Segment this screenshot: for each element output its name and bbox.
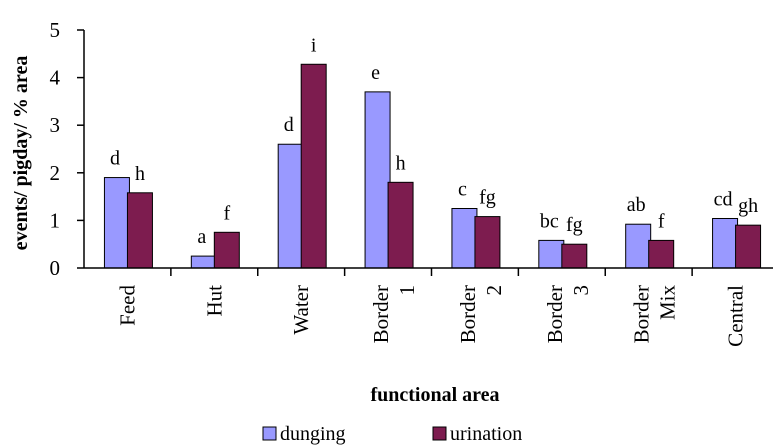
significance-letter-dunging: d [110, 148, 120, 170]
bar-urination [300, 63, 327, 269]
category-label-line: Feed [115, 285, 139, 326]
y-tick-label: 1 [50, 208, 61, 232]
bar-dunging [277, 143, 304, 269]
category-label-line: Mix [656, 285, 680, 321]
category-label-line: Water [289, 285, 313, 335]
significance-letter-urination: gh [738, 195, 758, 217]
y-axis-title: events/ pigday/ % area [10, 56, 32, 251]
category-label: Border 2 [456, 285, 506, 343]
legend-item-urination: urination [432, 423, 522, 445]
category-label: Hut [202, 285, 226, 317]
y-tick-label: 2 [50, 161, 61, 185]
bar-dunging [103, 177, 130, 269]
significance-letter-urination: h [135, 163, 145, 185]
bar-urination [561, 243, 588, 269]
significance-letter-dunging: cd [714, 188, 733, 210]
x-axis-category-labels: Feed Hut Water Border 1 Border 2 Border 3 Border M… [115, 285, 747, 347]
category-label-line: Border [543, 285, 567, 343]
category-label: Feed [115, 285, 139, 326]
bar-dunging [625, 223, 652, 269]
significance-labels: d a d e c bc ab cd h f i h fg fg f gh [110, 34, 758, 248]
bar-dunging [190, 255, 217, 269]
category-label-line: 2 [482, 285, 506, 296]
bar-urination [126, 192, 153, 269]
category-label-line: 3 [569, 285, 593, 296]
category-label: Border 3 [543, 285, 593, 343]
significance-letter-urination: f [223, 202, 230, 224]
legend-swatch-urination [432, 426, 447, 441]
category-label: Border 1 [369, 285, 419, 343]
significance-letter-urination: fg [566, 214, 583, 236]
category-label-line: Central [724, 285, 748, 347]
y-tick-label: 4 [50, 66, 61, 90]
y-tick-label: 0 [50, 256, 61, 280]
significance-letter-urination: h [396, 152, 406, 174]
category-label-line: Border [369, 285, 393, 343]
bar-dunging [364, 91, 391, 269]
legend-label-urination: urination [450, 423, 522, 445]
x-axis-ticks [170, 268, 693, 276]
category-label-line: Border [630, 285, 654, 343]
category-label-line: Border [456, 285, 480, 343]
bar-dunging [451, 208, 478, 269]
category-label: Border Mix [630, 285, 680, 344]
legend-item-dunging: dunging [262, 423, 346, 445]
category-label-line: 1 [395, 285, 419, 296]
category-label-line: Hut [202, 285, 226, 317]
significance-letter-urination: i [311, 34, 317, 56]
y-tick-label: 5 [50, 18, 61, 42]
bar-urination [735, 224, 762, 269]
category-label: Water [289, 285, 313, 335]
significance-letter-urination: f [658, 210, 665, 232]
significance-letter-dunging: d [284, 114, 294, 136]
significance-letter-dunging: a [197, 226, 206, 248]
bars [103, 63, 762, 269]
bar-dunging [712, 217, 739, 269]
bar-dunging [538, 239, 565, 269]
significance-letter-dunging: e [371, 62, 380, 84]
significance-letter-urination: fg [479, 187, 496, 209]
x-axis-title: functional area [370, 384, 499, 406]
bar-urination [474, 216, 501, 269]
legend-label-dunging: dunging [280, 423, 346, 445]
significance-letter-dunging: bc [540, 210, 559, 232]
legend: dunging urination [262, 423, 522, 445]
bar-urination [387, 181, 414, 269]
legend-swatch-dunging [262, 426, 277, 441]
y-axis-ticks: 0 1 2 3 4 5 [50, 18, 84, 280]
significance-letter-dunging: ab [627, 194, 646, 216]
significance-letter-dunging: c [458, 179, 467, 201]
bar-urination [213, 231, 240, 269]
bar-urination [648, 239, 675, 269]
category-label: Central [724, 285, 748, 347]
y-tick-label: 3 [50, 113, 61, 137]
